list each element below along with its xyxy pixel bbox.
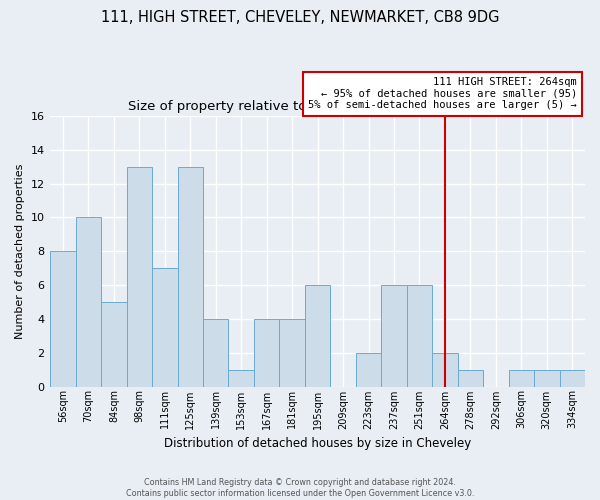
X-axis label: Distribution of detached houses by size in Cheveley: Distribution of detached houses by size … [164, 437, 471, 450]
Bar [127, 166, 152, 386]
Text: 111 HIGH STREET: 264sqm
← 95% of detached houses are smaller (95)
5% of semi-det: 111 HIGH STREET: 264sqm ← 95% of detache… [308, 78, 577, 110]
Y-axis label: Number of detached properties: Number of detached properties [15, 164, 25, 339]
Bar [178, 166, 203, 386]
Bar [560, 370, 585, 386]
Bar [101, 302, 127, 386]
Bar [50, 251, 76, 386]
Text: 111, HIGH STREET, CHEVELEY, NEWMARKET, CB8 9DG: 111, HIGH STREET, CHEVELEY, NEWMARKET, C… [101, 10, 499, 25]
Text: Contains HM Land Registry data © Crown copyright and database right 2024.
Contai: Contains HM Land Registry data © Crown c… [126, 478, 474, 498]
Bar [534, 370, 560, 386]
Bar [356, 352, 381, 386]
Bar [76, 218, 101, 386]
Title: Size of property relative to detached houses in Cheveley: Size of property relative to detached ho… [128, 100, 508, 114]
Bar [280, 319, 305, 386]
Bar [381, 285, 407, 386]
Bar [254, 319, 280, 386]
Bar [229, 370, 254, 386]
Bar [458, 370, 483, 386]
Bar [152, 268, 178, 386]
Bar [432, 352, 458, 386]
Bar [407, 285, 432, 386]
Bar [509, 370, 534, 386]
Bar [305, 285, 331, 386]
Bar [203, 319, 229, 386]
